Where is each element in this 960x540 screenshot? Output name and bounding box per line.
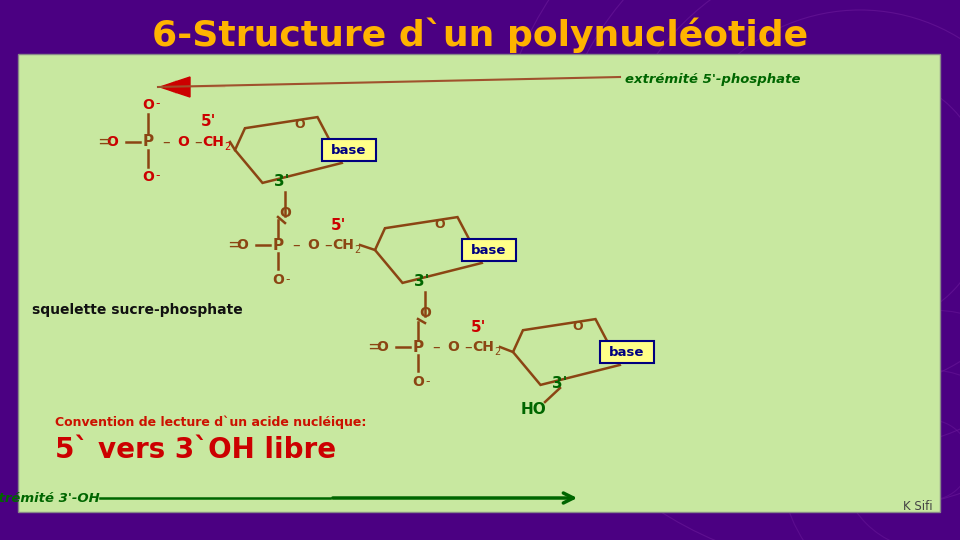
Text: O: O	[412, 375, 424, 389]
Text: 6-Structure d`un polynucléotide: 6-Structure d`un polynucléotide	[152, 17, 808, 53]
Text: base: base	[331, 144, 366, 157]
Text: 2: 2	[354, 245, 360, 255]
Text: 5': 5'	[330, 218, 346, 233]
Text: =: =	[98, 133, 112, 151]
Text: 5` vers 3`OH libre: 5` vers 3`OH libre	[55, 436, 336, 464]
Text: O: O	[279, 206, 291, 220]
Text: -: -	[155, 170, 159, 183]
Polygon shape	[160, 77, 190, 97]
Text: extrémité 3'-OH: extrémité 3'-OH	[0, 491, 100, 504]
Text: O: O	[107, 135, 118, 149]
Text: O: O	[142, 98, 154, 112]
Text: =: =	[228, 236, 243, 254]
Text: –: –	[432, 340, 440, 354]
Text: extrémité 5'-phosphate: extrémité 5'-phosphate	[625, 72, 801, 85]
Text: O: O	[142, 170, 154, 184]
Text: -: -	[155, 98, 159, 111]
Text: O: O	[295, 118, 305, 131]
Text: 3': 3'	[275, 174, 290, 190]
FancyBboxPatch shape	[462, 239, 516, 261]
Text: 3': 3'	[552, 376, 567, 392]
Text: CH: CH	[202, 135, 224, 149]
Text: P: P	[142, 134, 154, 150]
Text: P: P	[273, 238, 283, 253]
Text: O: O	[272, 273, 284, 287]
Text: base: base	[609, 346, 644, 359]
Text: -: -	[425, 375, 429, 388]
FancyBboxPatch shape	[599, 341, 654, 363]
Bar	[18, 54, 940, 512]
Text: =: =	[368, 338, 382, 356]
Text: –: –	[162, 134, 170, 150]
Text: 5': 5'	[470, 320, 486, 334]
Text: O: O	[376, 340, 388, 354]
Text: –: –	[465, 340, 471, 354]
Text: squelette sucre-phosphate: squelette sucre-phosphate	[32, 303, 243, 317]
Text: 3': 3'	[415, 274, 430, 289]
Text: O: O	[447, 340, 459, 354]
Text: –: –	[292, 238, 300, 253]
Text: O: O	[420, 306, 431, 320]
Text: –: –	[324, 238, 332, 253]
Text: O: O	[573, 320, 584, 333]
Text: base: base	[470, 244, 506, 256]
Text: -: -	[285, 273, 290, 287]
Text: HO: HO	[520, 402, 546, 417]
Text: Convention de lecture d`un acide nucléique:: Convention de lecture d`un acide nucléiq…	[55, 415, 367, 429]
Text: 2: 2	[493, 347, 500, 357]
Text: 2: 2	[224, 142, 230, 152]
FancyBboxPatch shape	[322, 139, 375, 161]
Text: O: O	[307, 238, 319, 252]
Text: K Sifi: K Sifi	[903, 501, 933, 514]
Text: CH: CH	[472, 340, 494, 354]
Text: O: O	[435, 218, 445, 231]
Text: O: O	[236, 238, 248, 252]
Text: –: –	[194, 134, 202, 150]
Text: CH: CH	[332, 238, 354, 252]
Text: P: P	[413, 340, 423, 354]
Text: O: O	[177, 135, 189, 149]
Text: 5': 5'	[201, 114, 216, 130]
